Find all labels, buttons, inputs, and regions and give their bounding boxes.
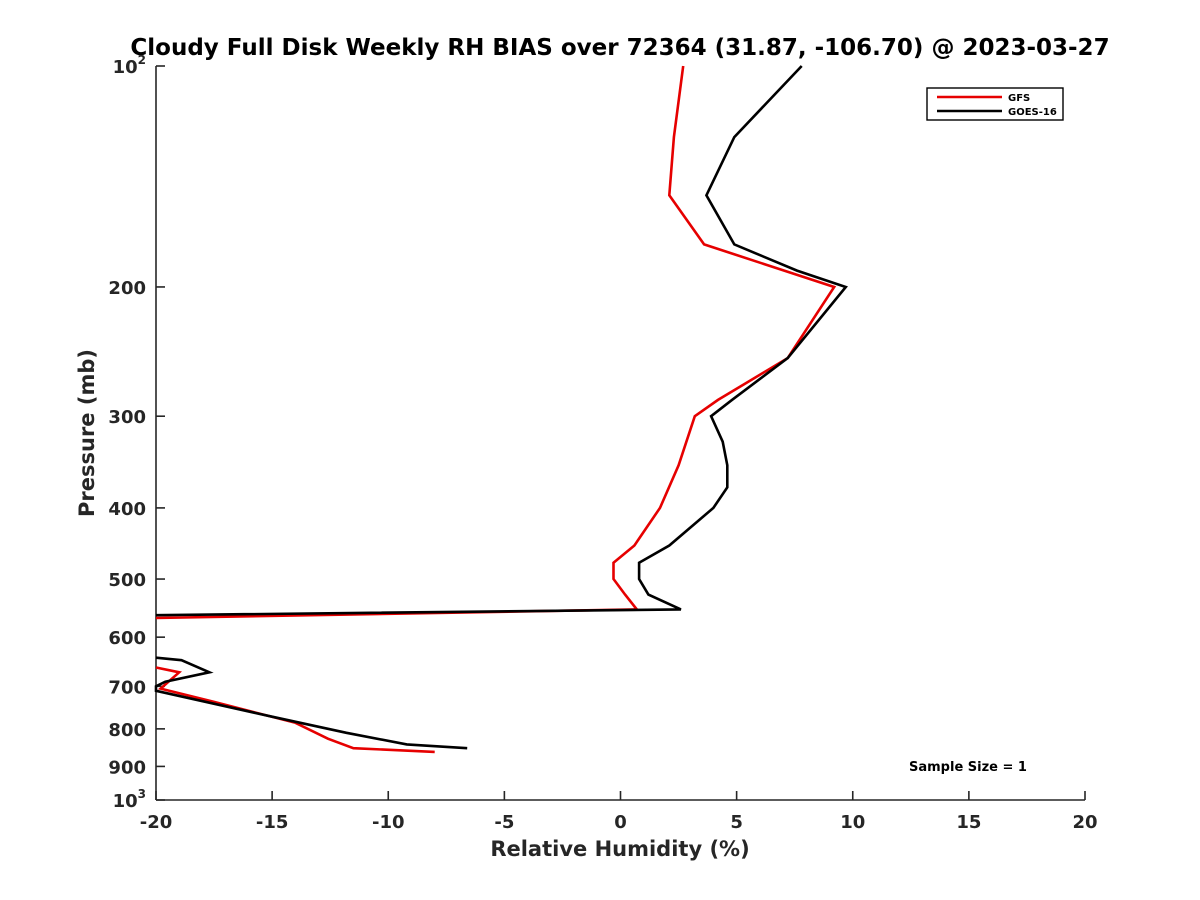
x-tick-label: 15	[956, 812, 981, 833]
x-tick-label: 10	[840, 812, 865, 833]
series-line-gfs-segment-0	[155, 65, 837, 620]
y-tick-label: 900	[108, 757, 146, 778]
y-tick-label-exponent: 2	[138, 53, 146, 67]
y-tick-label-base: 10	[113, 57, 138, 78]
x-tick-label: -5	[494, 812, 514, 833]
sample-size-annotation: Sample Size = 1	[909, 760, 1027, 775]
legend-label-goes16: GOES-16	[1008, 107, 1057, 118]
legend: GFS GOES-16	[926, 87, 1064, 121]
y-tick-label-base: 10	[113, 791, 138, 812]
x-tick-label: 0	[614, 812, 627, 833]
y-tick-label: 600	[108, 628, 146, 649]
x-axis-label: Relative Humidity (%)	[490, 837, 749, 861]
x-tick-label: -15	[256, 812, 289, 833]
series-line-goes16-segment-1	[154, 656, 468, 750]
y-axis-label: Pressure (mb)	[75, 349, 99, 517]
y-tick-label: 103	[113, 787, 146, 812]
series-line-goes16-segment-0	[155, 65, 848, 617]
x-tick-label: -20	[140, 812, 173, 833]
y-tick-label: 200	[108, 278, 146, 299]
y-tick-label: 800	[108, 720, 146, 741]
x-tick-label: 20	[1072, 812, 1097, 833]
series-lines	[154, 65, 848, 754]
x-tick-label: -10	[372, 812, 405, 833]
legend-box	[926, 87, 1064, 121]
y-tick-label: 300	[108, 407, 146, 428]
x-ticks: -20 -15 -10 -5 0 5 10 15 20	[140, 791, 1098, 833]
chart-title: Cloudy Full Disk Weekly RH BIAS over 723…	[130, 35, 1109, 61]
y-tick-label: 500	[108, 570, 146, 591]
y-tick-label: 102	[113, 53, 146, 78]
y-tick-label: 400	[108, 499, 146, 520]
y-tick-label: 700	[108, 677, 146, 698]
x-tick-label: 5	[730, 812, 743, 833]
legend-label-gfs: GFS	[1008, 93, 1030, 104]
y-tick-label-exponent: 3	[138, 787, 146, 801]
